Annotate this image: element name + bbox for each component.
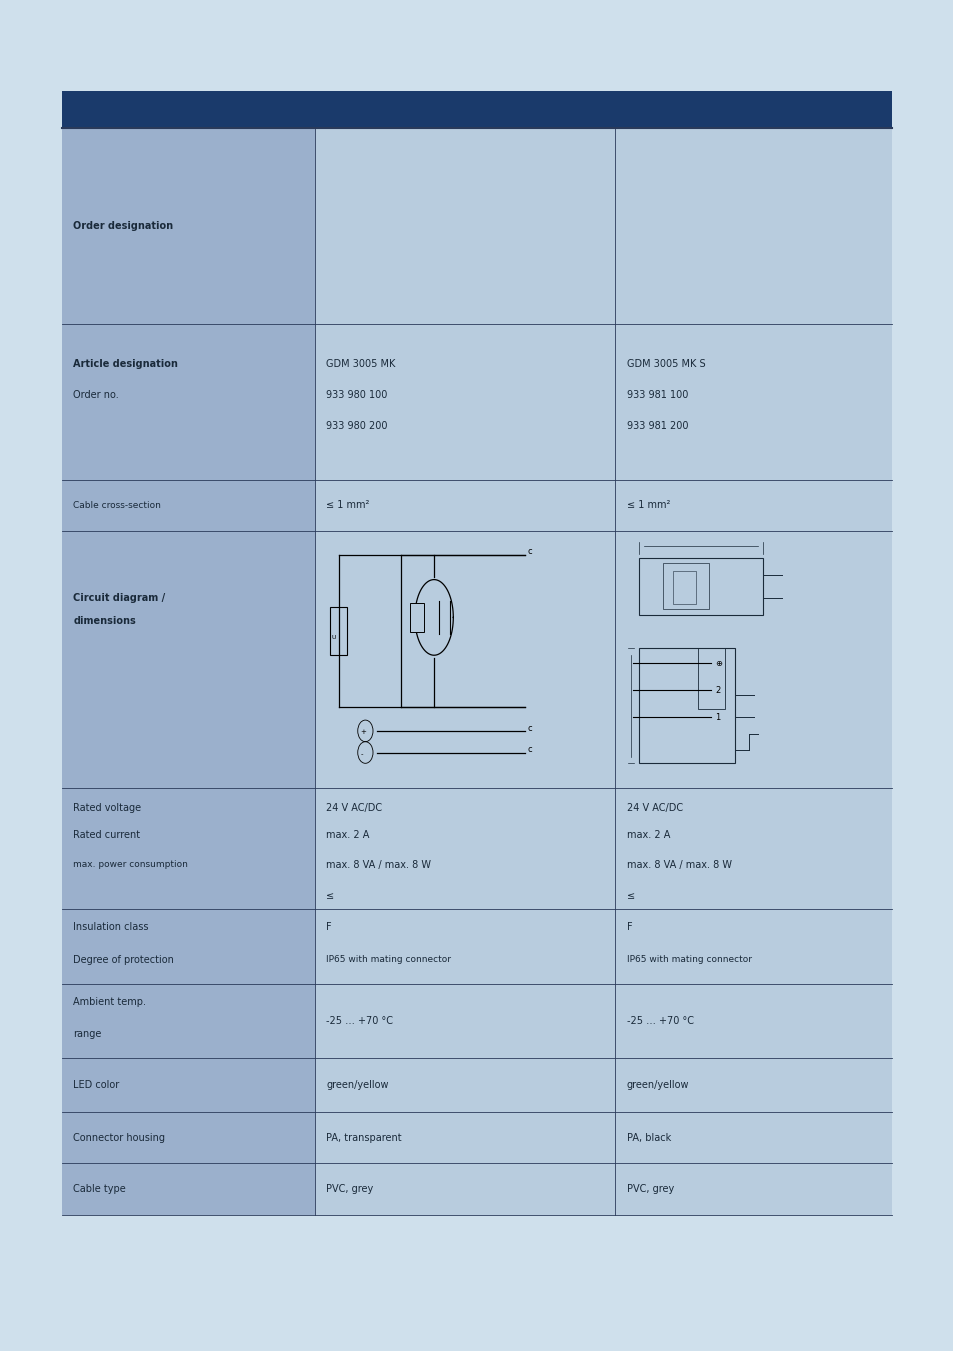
Text: c: c — [527, 746, 532, 754]
Text: LED color: LED color — [73, 1079, 119, 1090]
Bar — [62, 1163, 314, 1215]
Text: max. 2 A: max. 2 A — [626, 830, 669, 840]
Bar — [314, 128, 615, 324]
Text: 24 V AC/DC: 24 V AC/DC — [626, 802, 682, 813]
Bar — [314, 324, 615, 480]
Text: PVC, grey: PVC, grey — [626, 1183, 674, 1194]
Text: Order no.: Order no. — [73, 390, 119, 400]
Text: dimensions: dimensions — [73, 616, 136, 627]
Text: IP65 with mating connector: IP65 with mating connector — [326, 955, 451, 965]
Text: F: F — [626, 923, 632, 932]
Bar — [314, 788, 615, 909]
Text: 933 981 100: 933 981 100 — [626, 390, 687, 400]
Bar — [314, 1058, 615, 1112]
Text: ⊕: ⊕ — [715, 659, 721, 667]
Text: ≤ 1 mm²: ≤ 1 mm² — [626, 500, 669, 511]
Text: +: + — [360, 730, 366, 735]
Bar — [698, 648, 724, 709]
Text: Degree of protection: Degree of protection — [73, 955, 174, 965]
Bar — [672, 571, 696, 604]
Bar — [615, 324, 891, 480]
Text: -25 … +70 °C: -25 … +70 °C — [326, 1016, 393, 1025]
Bar — [615, 1163, 891, 1215]
Bar — [639, 558, 762, 615]
Text: 933 980 200: 933 980 200 — [326, 422, 387, 431]
Text: U: U — [331, 635, 335, 640]
Bar — [615, 984, 891, 1058]
Bar — [314, 1163, 615, 1215]
Text: ≤: ≤ — [326, 890, 335, 901]
Text: 933 981 200: 933 981 200 — [626, 422, 687, 431]
Bar — [62, 1112, 314, 1163]
Bar — [62, 1058, 314, 1112]
Text: 933 980 100: 933 980 100 — [326, 390, 387, 400]
Text: Order designation: Order designation — [73, 222, 173, 231]
Text: max. power consumption: max. power consumption — [73, 861, 188, 869]
Text: max. 8 VA / max. 8 W: max. 8 VA / max. 8 W — [326, 859, 431, 870]
Text: PA, transparent: PA, transparent — [326, 1132, 401, 1143]
Text: F: F — [326, 923, 332, 932]
Text: green/yellow: green/yellow — [326, 1079, 389, 1090]
Bar — [410, 603, 423, 632]
Bar — [639, 648, 734, 763]
Text: green/yellow: green/yellow — [626, 1079, 689, 1090]
Text: PVC, grey: PVC, grey — [326, 1183, 374, 1194]
Bar — [62, 788, 314, 909]
Text: GDM 3005 MK: GDM 3005 MK — [326, 359, 395, 369]
Text: 2: 2 — [715, 686, 720, 694]
Text: Ambient temp.: Ambient temp. — [73, 997, 147, 1006]
Text: max. 2 A: max. 2 A — [326, 830, 369, 840]
Bar — [62, 91, 891, 128]
Text: Insulation class: Insulation class — [73, 923, 149, 932]
Text: c: c — [527, 724, 532, 732]
Text: -25 … +70 °C: -25 … +70 °C — [626, 1016, 693, 1025]
Bar — [314, 984, 615, 1058]
Text: 24 V AC/DC: 24 V AC/DC — [326, 802, 382, 813]
Bar — [314, 1112, 615, 1163]
Bar — [62, 128, 314, 324]
Text: Rated current: Rated current — [73, 830, 140, 840]
Bar — [314, 531, 615, 788]
Text: max. 8 VA / max. 8 W: max. 8 VA / max. 8 W — [626, 859, 731, 870]
Text: 1: 1 — [715, 713, 720, 721]
Text: Rated voltage: Rated voltage — [73, 802, 141, 813]
Text: ≤: ≤ — [626, 890, 635, 901]
Bar — [615, 1058, 891, 1112]
Bar — [615, 788, 891, 909]
Text: Circuit diagram /: Circuit diagram / — [73, 593, 166, 604]
Bar — [314, 909, 615, 984]
Bar — [615, 128, 891, 324]
Text: PA, black: PA, black — [626, 1132, 670, 1143]
Text: ≤ 1 mm²: ≤ 1 mm² — [326, 500, 369, 511]
Text: Cable cross-section: Cable cross-section — [73, 501, 161, 509]
Bar — [662, 563, 708, 609]
Bar — [615, 909, 891, 984]
Bar — [314, 480, 615, 531]
Text: c: c — [527, 547, 532, 555]
Bar — [330, 608, 347, 655]
Text: Article designation: Article designation — [73, 359, 178, 369]
Text: IP65 with mating connector: IP65 with mating connector — [626, 955, 751, 965]
Bar — [62, 531, 314, 788]
Bar — [62, 909, 314, 984]
Bar — [615, 480, 891, 531]
Bar — [62, 324, 314, 480]
Bar — [615, 531, 891, 788]
Bar — [62, 984, 314, 1058]
Bar — [615, 1112, 891, 1163]
Text: Cable type: Cable type — [73, 1183, 126, 1194]
Text: GDM 3005 MK S: GDM 3005 MK S — [626, 359, 704, 369]
Text: Connector housing: Connector housing — [73, 1132, 165, 1143]
Text: -: - — [360, 751, 363, 757]
Text: range: range — [73, 1029, 102, 1039]
Bar — [62, 480, 314, 531]
